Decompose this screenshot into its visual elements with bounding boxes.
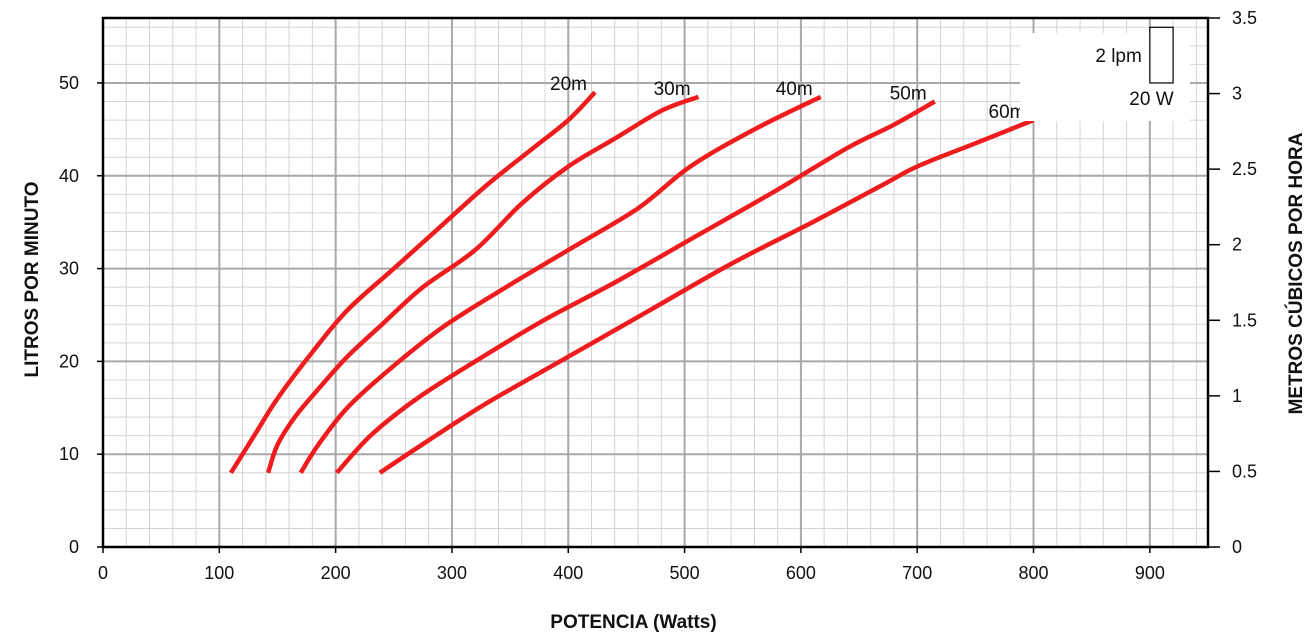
series-line-40m [298,94,822,474]
axis-ticks: 0 100 200 300 400 500 600 700 800 900010203040500… [59,8,1257,583]
legend-box: 2 lpm 20 W [1020,26,1190,121]
x-tick-label: 0 [98,563,108,583]
y-tick-label: 10 [59,444,79,464]
series-label-60m: 60m [989,102,1026,123]
series-label-50m: 50m [890,84,927,105]
legend-y-unit: 2 lpm [1095,46,1141,67]
y2-axis-title: METROS CÚBICOS POR HORA [1285,132,1307,414]
x-tick-label: 600 [786,563,816,583]
series-label-30m: 30m [654,79,691,100]
y-tick-label: 0 [69,537,79,557]
x-tick-label: 300 [437,563,467,583]
y-tick-label: 20 [59,351,79,371]
legend-x-unit: 20 W [1129,89,1173,110]
x-tick-label: 100 [204,563,234,583]
y-tick-label: 40 [59,166,79,186]
y2-tick-label: 0.5 [1232,461,1257,481]
y2-tick-label: 3 [1232,84,1242,104]
y2-tick-label: 3.5 [1232,8,1257,28]
series-line-30m [266,94,700,474]
series-label-40m: 40m [776,79,813,100]
y2-tick-label: 0 [1232,537,1242,557]
y-axis-title: LITROS POR MINUTO [22,182,43,378]
series-line-20m [228,90,597,474]
y2-tick-label: 1 [1232,386,1242,406]
series-line-50m [335,99,936,475]
x-tick-label: 800 [1019,563,1049,583]
series-label-20m: 20m [550,74,587,95]
y2-tick-label: 2.5 [1232,159,1257,179]
x-tick-label: 900 [1135,563,1165,583]
x-tick-label: 500 [670,563,700,583]
legend-grid-cell [1149,26,1174,84]
x-tick-label: 200 [321,563,351,583]
series-line-60m [378,118,1035,475]
x-axis-title: POTENCIA (Watts) [550,612,716,633]
plot-frame [101,16,1210,549]
y-tick-label: 50 [59,73,79,93]
minor-grid [103,18,1208,547]
x-tick-label: 400 [553,563,583,583]
series-lines [228,90,1035,475]
y2-tick-label: 1.5 [1232,310,1257,330]
y2-tick-label: 2 [1232,235,1242,255]
x-tick-label: 700 [902,563,932,583]
y-tick-label: 30 [59,259,79,279]
series-labels: 20m 30m 40m 50m 60m [550,74,1025,123]
